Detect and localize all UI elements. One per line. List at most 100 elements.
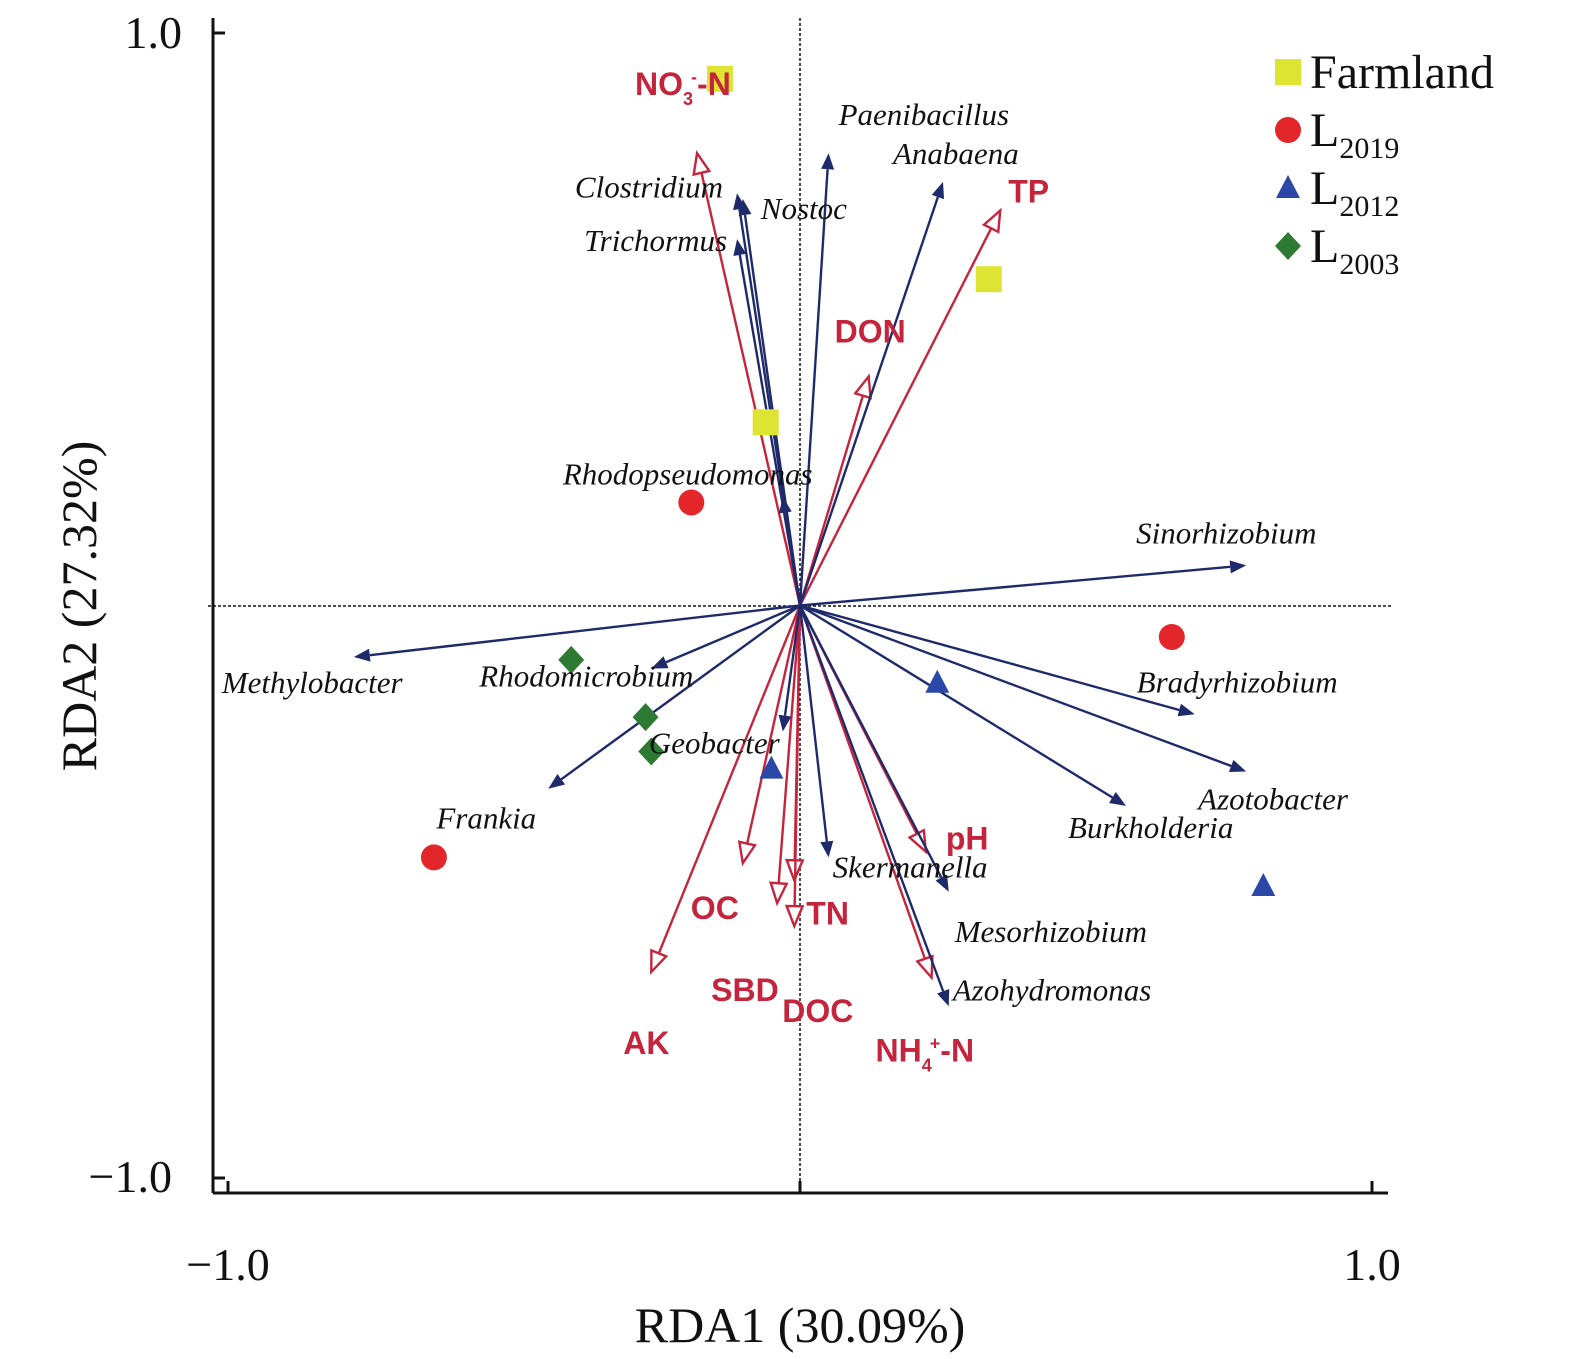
legend-marker-farmland xyxy=(1275,59,1301,85)
point-l2012-1 xyxy=(925,669,950,693)
species-label-anabaena: Anabaena xyxy=(891,136,1019,171)
env-label-ak: AK xyxy=(623,1025,669,1061)
plot-frame xyxy=(208,18,1392,1195)
env-arrowhead-tp xyxy=(981,207,1002,234)
env-arrowhead-ak xyxy=(650,948,669,975)
species-arrowhead-burkholderia xyxy=(1109,791,1127,806)
species-arrowhead-bradyrhizobium xyxy=(1177,703,1195,717)
env-arrow-oc xyxy=(745,605,802,844)
species-label-trichormus: Trichormus xyxy=(584,223,727,258)
env-label-doc: DOC xyxy=(782,993,853,1029)
species-arrowhead-skermanella xyxy=(820,840,834,858)
species-arrowhead-sinorhizobium xyxy=(1229,560,1247,574)
point-l2012-2 xyxy=(759,755,784,779)
point-l2019-3 xyxy=(420,844,447,871)
point-l2003-2 xyxy=(632,703,659,732)
species-arrowhead-anabaena xyxy=(931,181,945,200)
species-arrow-frankia xyxy=(560,604,801,781)
env-arrow-tp xyxy=(798,227,993,607)
species-arrow-sinorhizobium xyxy=(799,565,1231,607)
species-arrow-paenibacillus xyxy=(798,169,829,606)
species-label-rhodopseudomonas: Rhodopseudomonas xyxy=(562,457,813,492)
legend-label-farmland: Farmland xyxy=(1310,46,1494,99)
env-arrowhead-doc xyxy=(784,904,805,930)
legend-label-l2012: L2012 xyxy=(1310,162,1399,223)
env-arrow-no xyxy=(700,172,802,606)
species-arrow-rhodomicrobium xyxy=(665,604,801,664)
species-arrowhead-azotobacter xyxy=(1228,759,1247,773)
env-label-ph: pH xyxy=(946,821,989,857)
legend-label-l2003: L2003 xyxy=(1310,220,1399,281)
species-arrow-methylobacter xyxy=(369,604,801,657)
species-arrowhead-azohydromonas xyxy=(937,988,950,1007)
species-arrowhead-methylobacter xyxy=(353,648,371,662)
y-tick-label-bottom: −1.0 xyxy=(89,1151,172,1202)
env-label-no3: NO3--N xyxy=(635,66,731,109)
species-arrowhead-rhodomicrobium xyxy=(651,656,669,669)
y-tick-label-top: 1.0 xyxy=(125,7,183,58)
species-label-azotobacter: Azotobacter xyxy=(1196,782,1349,817)
point-l2003-1 xyxy=(558,645,585,674)
env-label-sbd: SBD xyxy=(711,972,779,1008)
species-arrow-anabaena xyxy=(798,196,940,606)
species-label-frankia: Frankia xyxy=(435,801,536,836)
point-l2003-3 xyxy=(638,737,665,766)
env-label-oc: OC xyxy=(691,890,739,926)
legend-marker-l2012 xyxy=(1276,175,1300,198)
species-labels: Paenibacillus Anabaena Clostridium Nostoc Tr… xyxy=(221,97,1349,1007)
species-label-burkholderia: Burkholderia xyxy=(1068,810,1233,845)
species-arrow-geobacter xyxy=(783,605,802,716)
point-farmland-3 xyxy=(752,409,779,436)
point-farmland-1 xyxy=(706,65,733,92)
env-arrow-doc xyxy=(793,605,802,907)
point-farmland-2 xyxy=(975,266,1002,293)
species-arrow-azotobacter xyxy=(799,604,1232,768)
env-arrowhead-no xyxy=(692,150,712,177)
species-arrowhead-frankia xyxy=(548,774,566,789)
species-arrow-bradyrhizobium xyxy=(799,604,1180,712)
x-tick-label-right: 1.0 xyxy=(1343,1239,1401,1290)
sample-points xyxy=(420,65,1276,897)
legend-label-l2019: L2019 xyxy=(1310,104,1399,165)
species-arrowhead-geobacter xyxy=(778,714,792,732)
point-l2012-3 xyxy=(1251,873,1276,897)
env-arrowhead-don xyxy=(853,373,872,400)
legend-marker-l2003 xyxy=(1275,232,1301,260)
x-tick-label-left: −1.0 xyxy=(186,1239,269,1290)
species-arrow-mesorhizobium xyxy=(798,604,943,879)
env-label-nh4: NH4+-N xyxy=(876,1033,975,1076)
species-arrowhead-mesorhizobium xyxy=(935,874,949,892)
species-arrowhead-trichormus xyxy=(733,239,747,256)
species-label-mesorhizobium: Mesorhizobium xyxy=(954,914,1147,949)
species-arrow-azohydromonas xyxy=(798,605,945,992)
species-arrow-burkholderia xyxy=(799,604,1114,799)
point-l2019-1 xyxy=(678,489,705,516)
species-arrowhead-paenibacillus xyxy=(821,153,835,170)
env-arrowhead-oc xyxy=(737,840,757,867)
species-label-bradyrhizobium: Bradyrhizobium xyxy=(1137,664,1338,699)
species-label-clostridium: Clostridium xyxy=(575,169,723,204)
env-arrowhead-sbd xyxy=(769,881,789,907)
env-arrow-ak xyxy=(657,605,802,954)
species-label-nostoc: Nostoc xyxy=(760,191,847,226)
species-label-sinorhizobium: Sinorhizobium xyxy=(1136,515,1316,550)
env-label-tp: TP xyxy=(1008,173,1049,209)
species-label-paenibacillus: Paenibacillus xyxy=(838,97,1009,132)
species-label-azohydromonas: Azohydromonas xyxy=(951,972,1152,1007)
species-arrowhead-nostoc xyxy=(738,199,752,216)
env-label-tn: TN xyxy=(806,895,849,931)
species-arrow-skermanella xyxy=(798,605,828,842)
point-l2019-2 xyxy=(1158,623,1185,650)
species-arrow-rhodopseudomonas xyxy=(784,512,802,606)
env-label-don: DON xyxy=(835,314,906,350)
x-axis-title: RDA1 (30.09%) xyxy=(635,1297,966,1353)
species-arrowhead-rhodopseudomonas xyxy=(778,496,792,514)
species-label-methylobacter: Methylobacter xyxy=(221,665,404,700)
species-label-rhodomicrobium: Rhodomicrobium xyxy=(478,658,693,693)
species-label-geobacter: Geobacter xyxy=(649,725,781,760)
env-arrow-sbd xyxy=(777,605,802,884)
env-arrow-don xyxy=(798,395,865,606)
